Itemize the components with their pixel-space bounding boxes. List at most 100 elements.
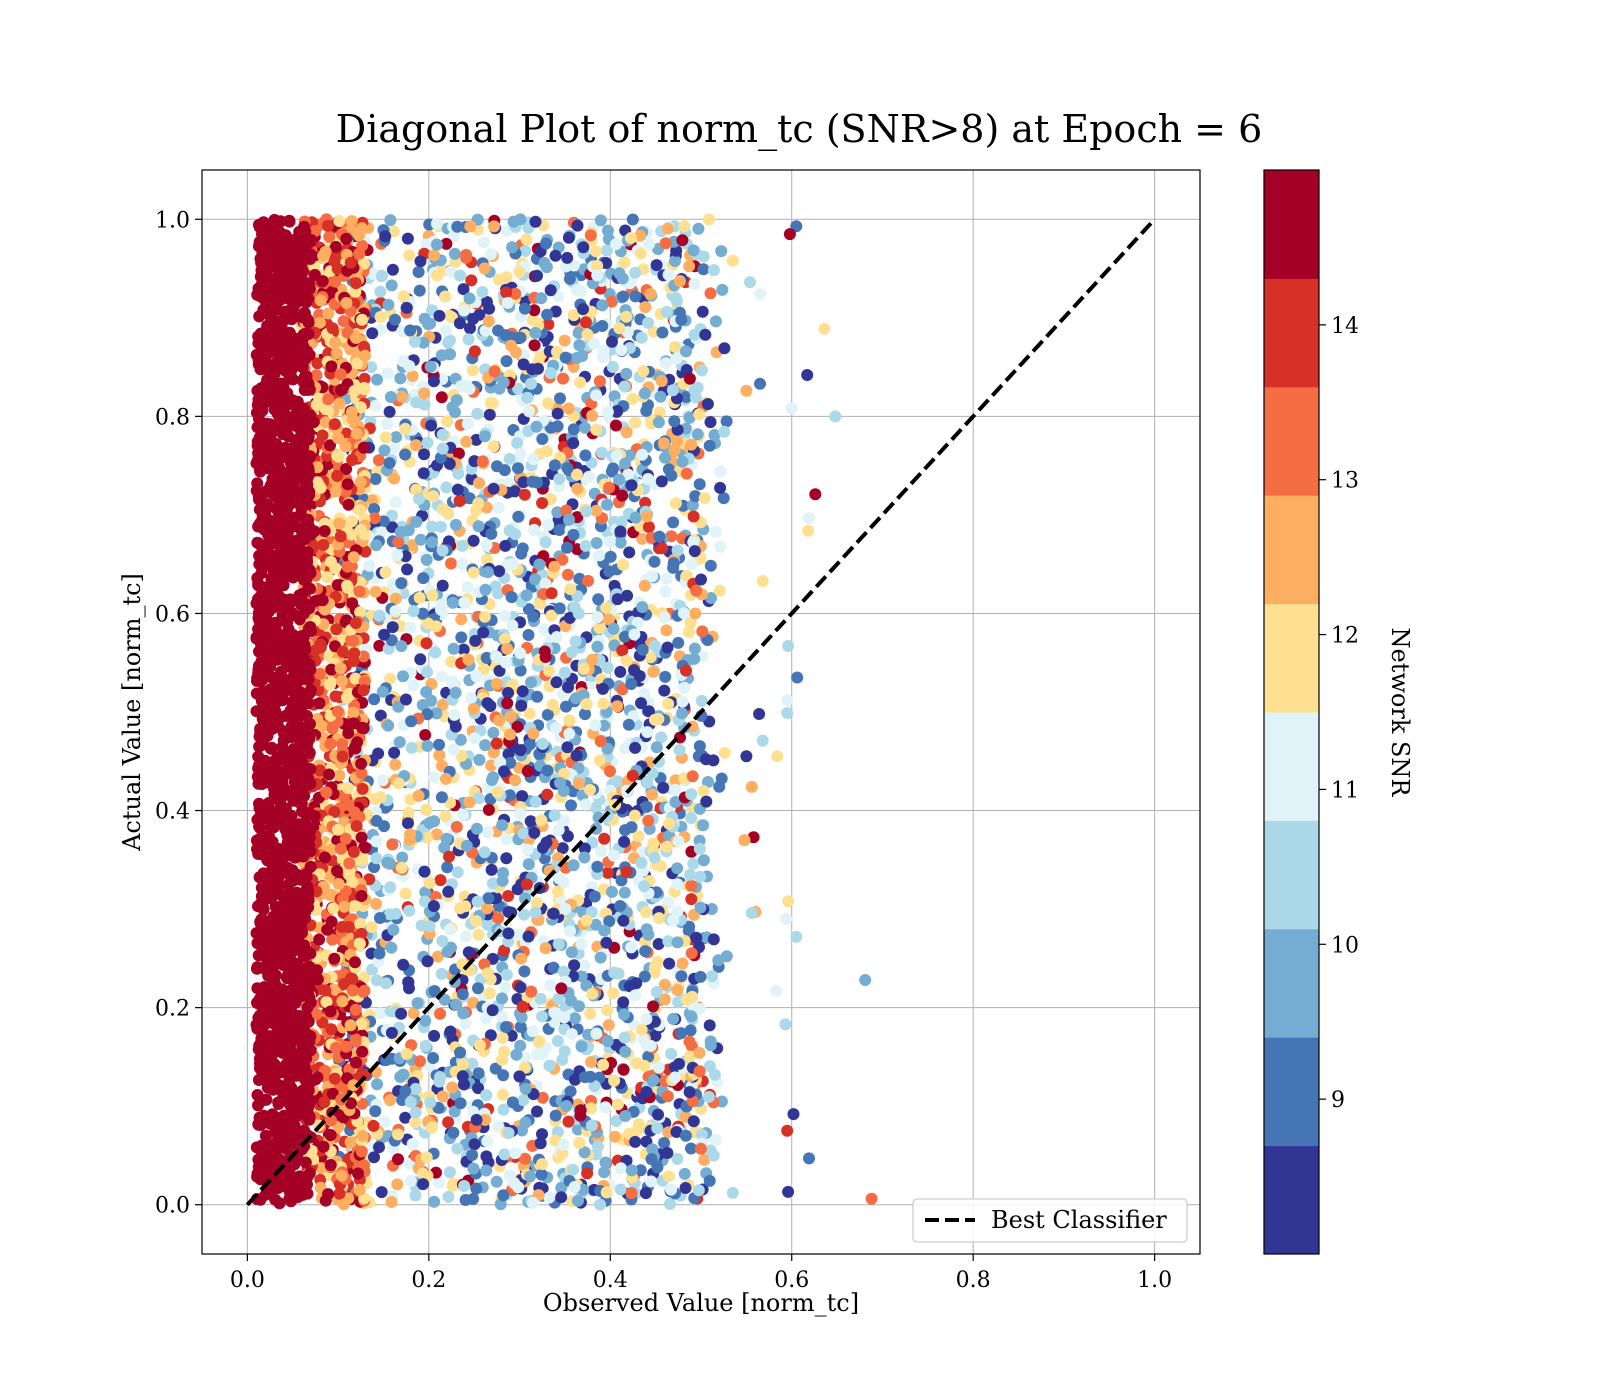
data-point xyxy=(486,1004,499,1017)
data-point xyxy=(601,498,614,511)
data-point xyxy=(695,573,707,586)
data-point xyxy=(688,328,701,341)
data-point xyxy=(676,455,689,468)
data-point xyxy=(650,741,663,754)
data-point xyxy=(688,642,701,655)
data-point xyxy=(626,392,639,405)
data-point xyxy=(351,427,363,440)
data-point xyxy=(665,1183,677,1196)
data-point xyxy=(347,846,360,858)
data-point xyxy=(386,838,399,851)
data-point xyxy=(600,244,613,257)
data-point xyxy=(678,220,691,233)
data-point xyxy=(338,900,351,913)
data-point xyxy=(413,492,425,505)
data-point xyxy=(404,621,417,634)
data-point xyxy=(625,232,637,244)
data-point xyxy=(336,920,349,933)
data-point xyxy=(606,335,618,348)
data-point xyxy=(533,558,546,571)
data-point xyxy=(556,1053,569,1066)
data-point xyxy=(478,663,490,676)
data-point xyxy=(389,496,402,509)
data-point xyxy=(488,220,501,233)
data-point xyxy=(683,372,696,385)
data-point xyxy=(591,611,604,624)
data-point xyxy=(669,497,682,510)
data-point xyxy=(477,236,490,249)
data-point xyxy=(650,259,663,272)
data-point xyxy=(466,1149,479,1161)
data-point xyxy=(505,339,518,352)
data-point xyxy=(329,690,342,703)
data-point xyxy=(593,754,606,767)
data-point xyxy=(630,977,643,990)
data-point xyxy=(703,1174,716,1187)
data-point xyxy=(527,453,540,466)
data-point xyxy=(511,437,524,450)
data-point xyxy=(331,705,344,718)
data-point xyxy=(613,267,626,280)
data-point xyxy=(484,1029,497,1042)
data-point xyxy=(324,1159,337,1171)
data-point xyxy=(457,1007,470,1020)
data-point xyxy=(535,292,548,305)
data-point xyxy=(522,930,535,943)
data-point xyxy=(481,1135,494,1148)
data-point xyxy=(582,470,595,483)
data-point xyxy=(447,642,460,655)
data-point xyxy=(472,497,485,510)
data-point xyxy=(356,1045,369,1058)
data-point xyxy=(717,492,730,505)
data-point xyxy=(579,798,592,811)
data-point xyxy=(435,391,448,404)
data-point xyxy=(565,799,577,812)
data-point xyxy=(485,527,498,540)
data-point xyxy=(553,602,566,615)
data-point xyxy=(646,788,658,801)
data-point xyxy=(587,337,600,350)
data-point xyxy=(395,390,408,403)
data-point xyxy=(476,286,489,298)
data-point xyxy=(391,549,404,562)
data-point xyxy=(548,560,561,573)
data-point xyxy=(626,769,639,782)
data-point xyxy=(692,222,705,235)
data-point xyxy=(462,333,475,346)
data-point xyxy=(620,310,633,323)
data-point xyxy=(520,589,533,602)
data-point xyxy=(649,713,661,726)
data-point xyxy=(332,432,345,445)
data-point xyxy=(538,257,551,269)
data-point xyxy=(518,488,531,501)
data-point xyxy=(713,584,726,597)
data-point xyxy=(629,1135,642,1148)
data-point xyxy=(512,382,525,395)
data-point xyxy=(718,746,731,759)
data-point xyxy=(514,981,527,994)
data-point xyxy=(662,222,674,235)
data-point xyxy=(487,482,500,495)
data-point xyxy=(524,815,537,828)
data-point xyxy=(614,1162,627,1175)
data-point xyxy=(540,445,553,458)
data-point xyxy=(609,238,622,251)
data-point xyxy=(473,477,485,490)
data-point xyxy=(334,662,347,675)
data-point xyxy=(353,229,365,242)
data-point xyxy=(688,278,701,290)
data-point xyxy=(607,849,620,862)
data-point xyxy=(522,629,535,641)
data-point xyxy=(324,1129,337,1142)
data-point xyxy=(478,430,491,443)
data-point xyxy=(661,1090,674,1103)
data-point xyxy=(443,850,455,863)
data-point xyxy=(497,376,510,389)
data-point xyxy=(619,457,631,470)
data-point xyxy=(467,312,480,325)
data-point xyxy=(521,765,534,778)
data-point xyxy=(529,327,542,339)
data-point xyxy=(336,995,349,1008)
data-point xyxy=(333,517,346,530)
data-point xyxy=(697,819,710,832)
